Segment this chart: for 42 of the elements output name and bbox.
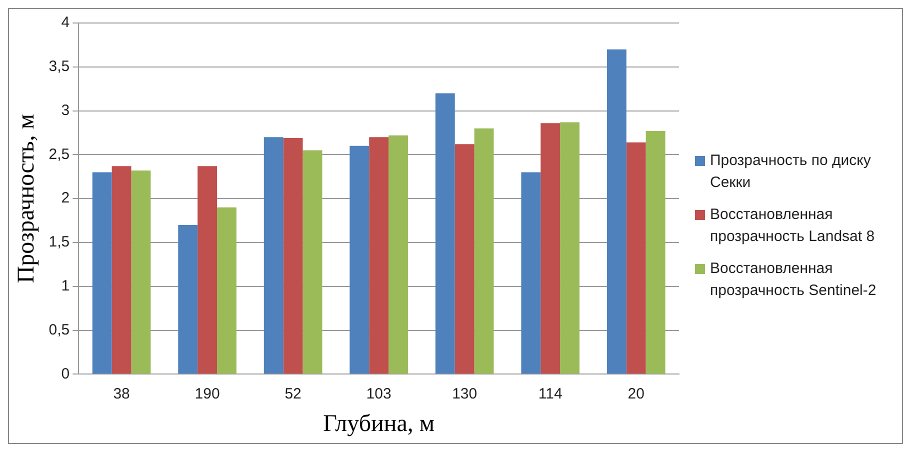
y-tick-label: 0 (61, 365, 70, 382)
bar (283, 138, 303, 374)
y-axis-title: Прозрачность, м (14, 114, 40, 284)
bar (540, 123, 560, 374)
bar (217, 207, 236, 374)
legend-label: Восстановленная прозрачность Landsat 8 (710, 205, 876, 247)
bar (388, 135, 408, 374)
bar (560, 122, 580, 374)
bar (521, 172, 541, 374)
x-tick-label: 52 (284, 385, 302, 402)
x-tick-label: 114 (538, 385, 562, 402)
x-tick-label: 103 (366, 385, 392, 402)
legend-label: Прозрачность по диску Секки (710, 151, 872, 193)
bar (369, 137, 389, 374)
y-tick-label: 0,5 (48, 321, 70, 338)
bar (178, 224, 198, 374)
y-tick-label: 3,5 (48, 58, 70, 76)
bar (198, 166, 218, 374)
y-tick-label: 1 (61, 278, 70, 295)
y-tick-label: 3 (61, 102, 70, 119)
bar (606, 49, 626, 374)
bar (626, 142, 646, 374)
legend-label: Восстановленная прозрачность Sentinel-2 (710, 259, 878, 301)
y-tick-label: 1,5 (48, 234, 70, 251)
bar (92, 172, 112, 374)
y-tick-label: 4 (61, 14, 70, 32)
x-tick-label: 190 (194, 385, 220, 402)
bar (435, 93, 455, 374)
bar (302, 150, 322, 374)
y-tick-label: 2,5 (48, 146, 70, 163)
x-tick-label: 130 (452, 385, 478, 402)
y-tick-label: 2 (61, 190, 70, 207)
bar (646, 130, 666, 374)
bar (112, 166, 132, 374)
bar (454, 144, 474, 374)
x-axis-title: Глубина, м (323, 410, 435, 437)
bar (131, 170, 151, 374)
x-tick-label: 20 (628, 385, 644, 402)
bar (350, 146, 370, 374)
bar (264, 137, 284, 374)
bar (474, 128, 494, 374)
x-tick-label: 38 (113, 385, 130, 402)
